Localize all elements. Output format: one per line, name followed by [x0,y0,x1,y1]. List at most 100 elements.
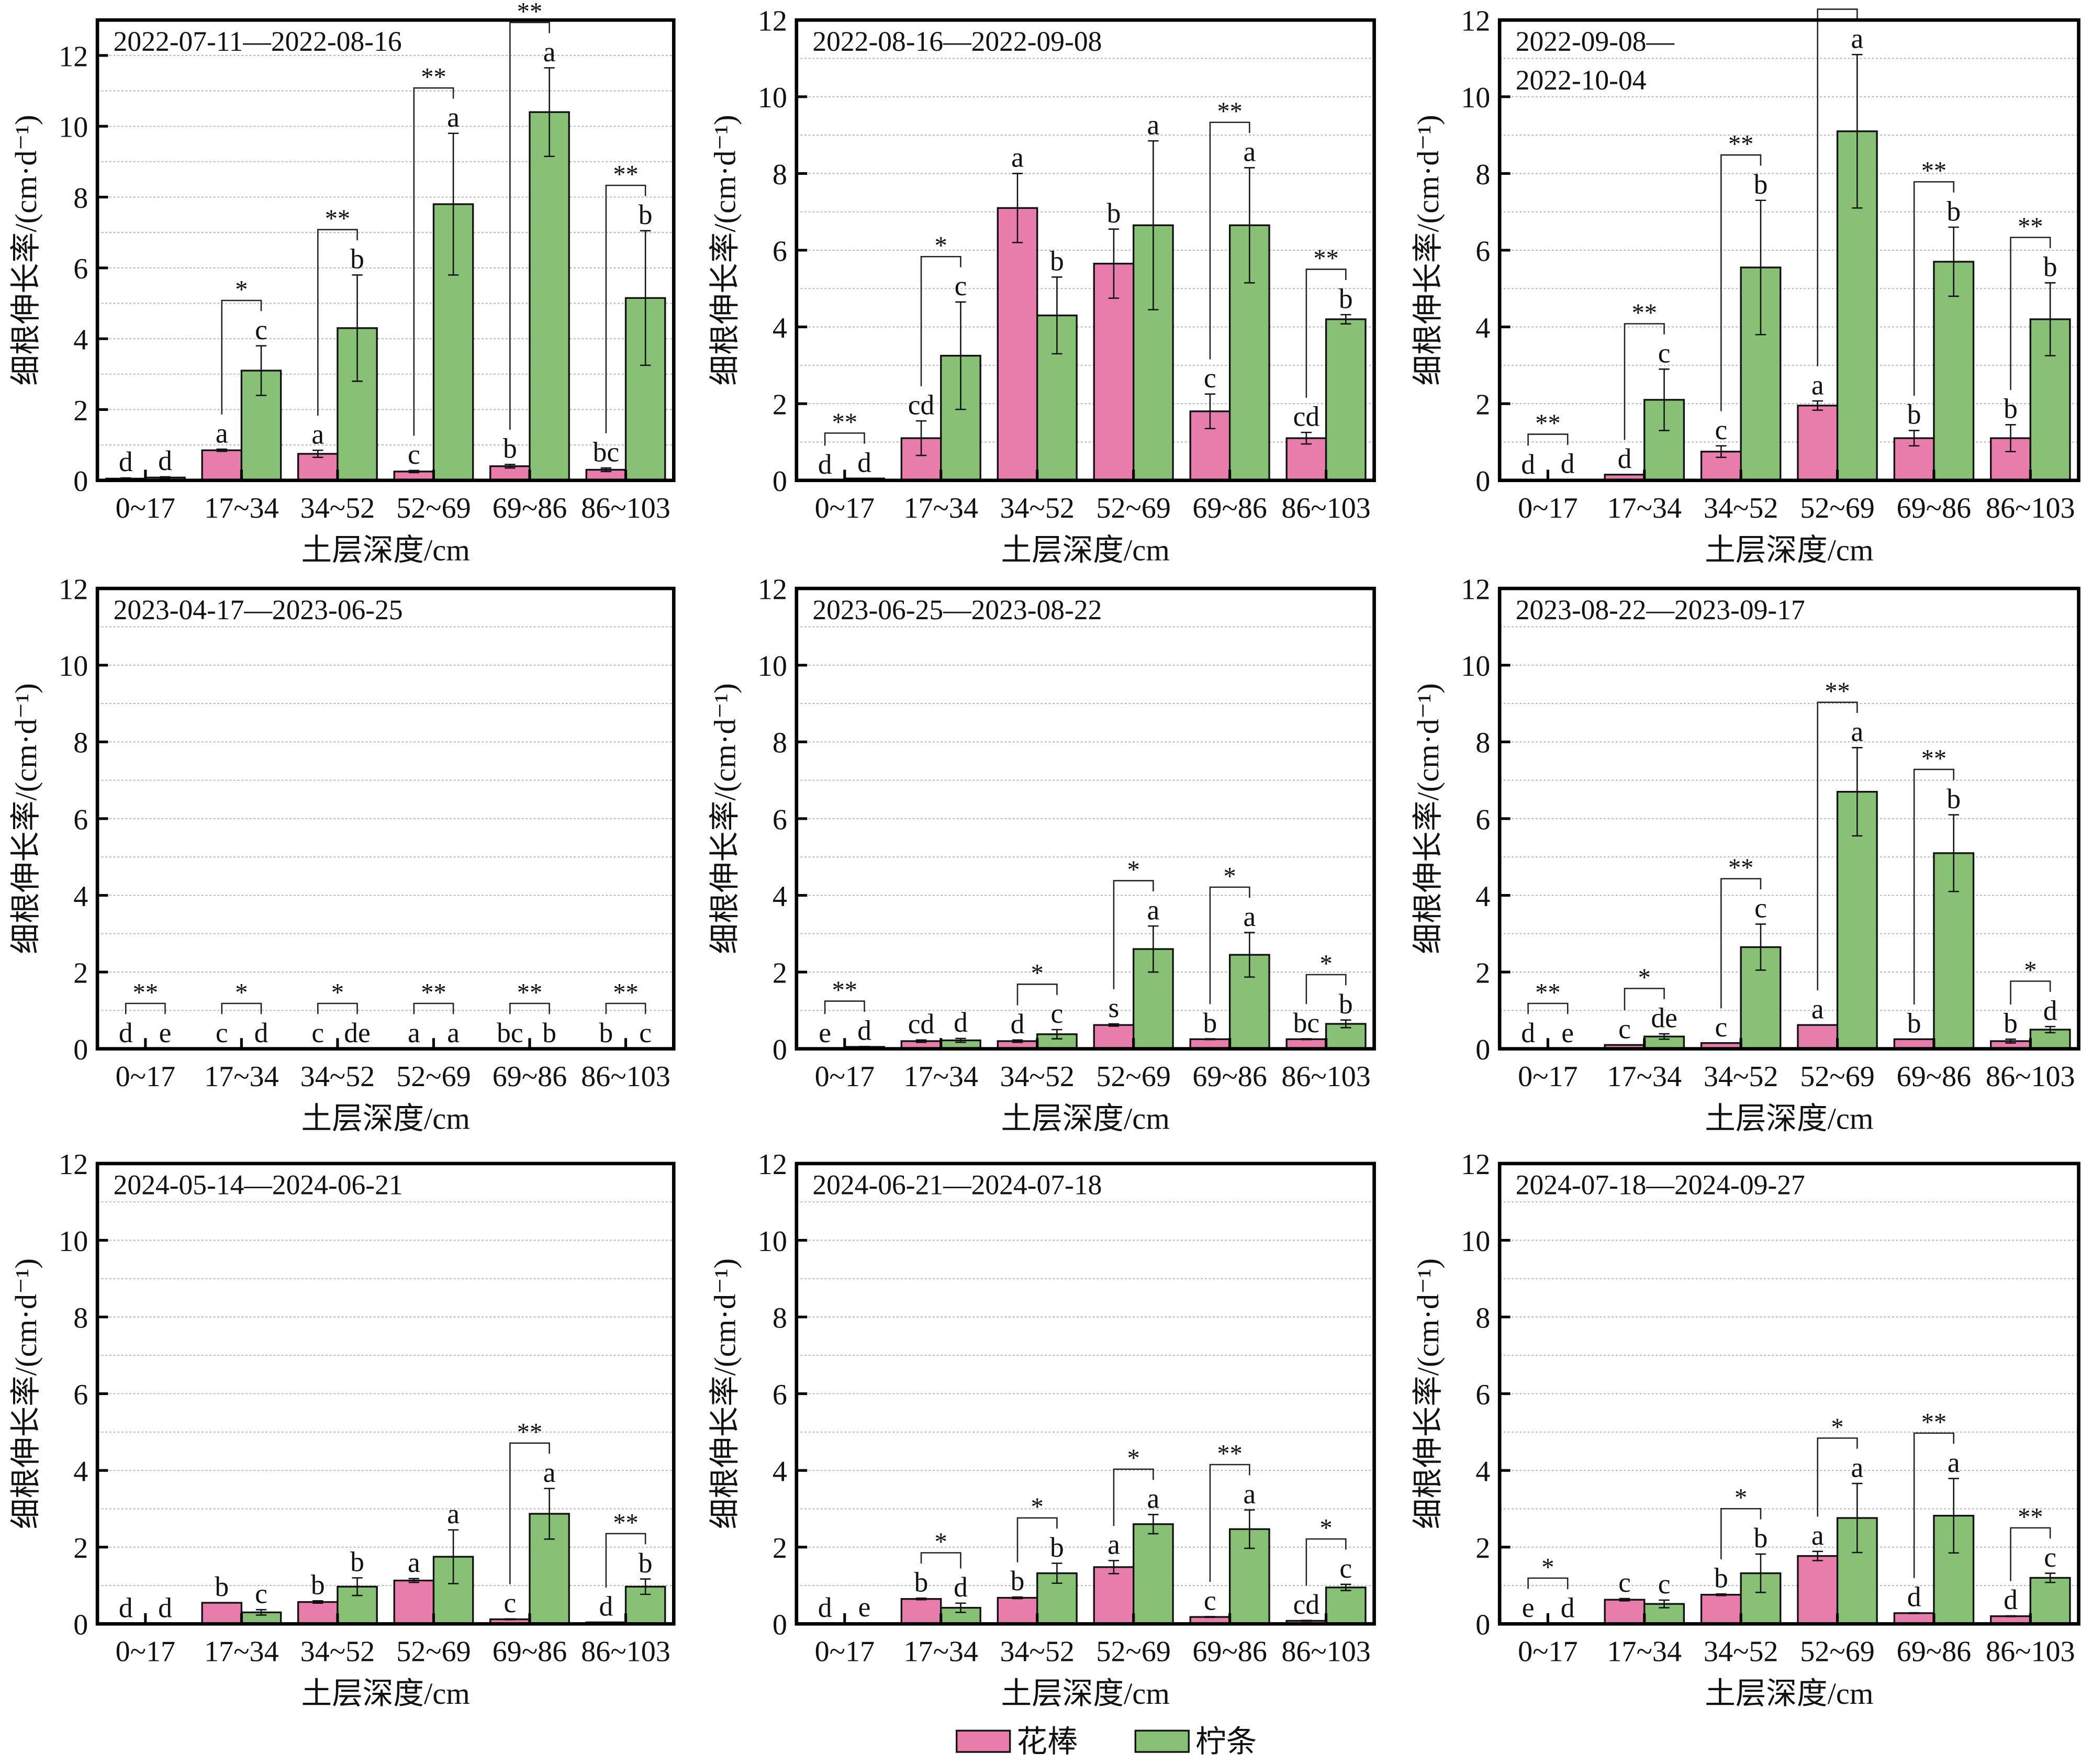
significance-letter: a [1811,1520,1824,1551]
error-bar [1948,814,1959,892]
significance-letter: b [215,1571,229,1602]
significance-letter: a [216,417,228,449]
panel-title: 2022-10-04 [1516,64,1647,96]
y-tick-label: 6 [1475,235,1490,267]
significance-letter: c [1339,1553,1352,1584]
significance-stars: ** [1921,157,1946,185]
significance-stars: ** [832,976,857,1004]
significance-letter: b [1946,195,1961,227]
significance-stars: * [1319,950,1332,978]
y-tick-label: 10 [59,111,88,144]
y-tick-label: 8 [73,1302,88,1334]
significance-stars: ** [517,1419,542,1446]
error-bar [600,467,612,473]
y-tick-label: 4 [773,312,787,344]
y-tick-label: 6 [1475,1379,1490,1411]
significance-letter: c [255,314,267,345]
y-axis-title: 细根伸长率/(cm·d⁻¹) [708,1258,742,1529]
significance-letter: a [1147,109,1160,140]
error-bar [1108,228,1120,299]
error-bar [448,132,459,276]
x-tick-label: 69~86 [493,1060,567,1093]
significance-stars: * [1031,1493,1044,1521]
y-tick-label: 0 [1475,1034,1490,1066]
y-axis-title: 细根伸长率/(cm·d⁻¹) [9,115,43,385]
significance-stars: ** [325,205,350,233]
significance-bracket [824,432,865,446]
error-bar [1301,431,1312,445]
error-bar [1948,1478,1959,1554]
y-axis-title: 细根伸长率/(cm·d⁻¹) [9,1258,43,1529]
significance-letter: b [350,243,364,275]
x-tick-label: 69~86 [1897,1060,1972,1093]
error-bar [544,1488,555,1540]
y-tick-label: 10 [1461,1225,1490,1258]
legend-label-series1: 花棒 [1016,1725,1078,1759]
significance-letter: a [408,1547,420,1578]
legend-swatch-series1 [956,1729,1011,1753]
significance-stars: ** [2018,213,2043,241]
significance-stars: ** [832,408,857,436]
plot-frame [95,1162,676,1626]
error-bar [1051,276,1062,355]
significance-letter: e [159,1017,172,1048]
significance-letter: c [255,1578,267,1609]
significance-bracket [920,255,961,386]
significance-bracket [413,87,454,436]
significance-letter: d [1618,443,1632,474]
error-bar [1716,1593,1727,1596]
bar-series2 [529,111,570,482]
y-tick-label: 0 [73,465,88,498]
bar-series1 [1797,405,1839,482]
y-axis-title: 细根伸长率/(cm·d⁻¹) [708,683,742,954]
error-bar [1619,1598,1630,1602]
plot-frame [1497,18,2080,483]
error-bar [352,274,363,382]
significance-letter: c [1658,337,1671,369]
error-bar [408,470,420,474]
plot-frame [1497,1162,2080,1626]
significance-letter: a [408,1017,420,1048]
x-tick-label: 34~52 [300,1060,375,1093]
significance-letter: d [1011,1008,1025,1040]
significance-letter: b [503,433,517,464]
significance-letter: c [1715,1011,1727,1043]
significance-letter: a [1811,993,1824,1024]
significance-stars: * [935,1528,947,1556]
significance-bracket [605,184,646,433]
significance-letter: a [447,1498,460,1529]
y-axis-title: 细根伸长率/(cm·d⁻¹) [708,115,742,385]
significance-bracket [1113,880,1154,989]
significance-letter: d [818,449,832,480]
y-tick-label: 12 [758,5,787,38]
error-bar [505,1618,516,1621]
x-tick-label: 86~103 [1281,492,1371,524]
significance-letter: bc [497,1017,523,1048]
error-bar [2005,424,2016,453]
x-tick-label: 17~34 [1607,1060,1682,1093]
error-bar [1051,1562,1062,1584]
x-tick-label: 52~69 [396,492,471,524]
y-tick-label: 8 [773,1302,787,1334]
error-bar [1148,140,1159,310]
y-tick-label: 0 [773,1034,787,1066]
x-tick-label: 0~17 [1518,1636,1578,1668]
x-tick-label: 86~103 [581,492,670,524]
error-bar [1148,925,1159,973]
y-tick-label: 6 [1475,803,1490,836]
error-bar [2005,1039,2016,1044]
panel-title: 2024-07-18—2024-09-27 [1516,1169,1805,1200]
significance-bracket [1913,1432,1955,1578]
significance-letter: a [311,418,324,450]
error-bar [915,1039,927,1043]
x-tick-label: 17~34 [204,1060,279,1093]
y-tick-label: 2 [73,395,88,427]
significance-letter: c [1715,414,1727,445]
significance-letter: a [1243,901,1256,932]
significance-stars: * [1735,1484,1747,1512]
y-tick-label: 8 [73,727,88,760]
y-tick-label: 4 [73,324,88,356]
